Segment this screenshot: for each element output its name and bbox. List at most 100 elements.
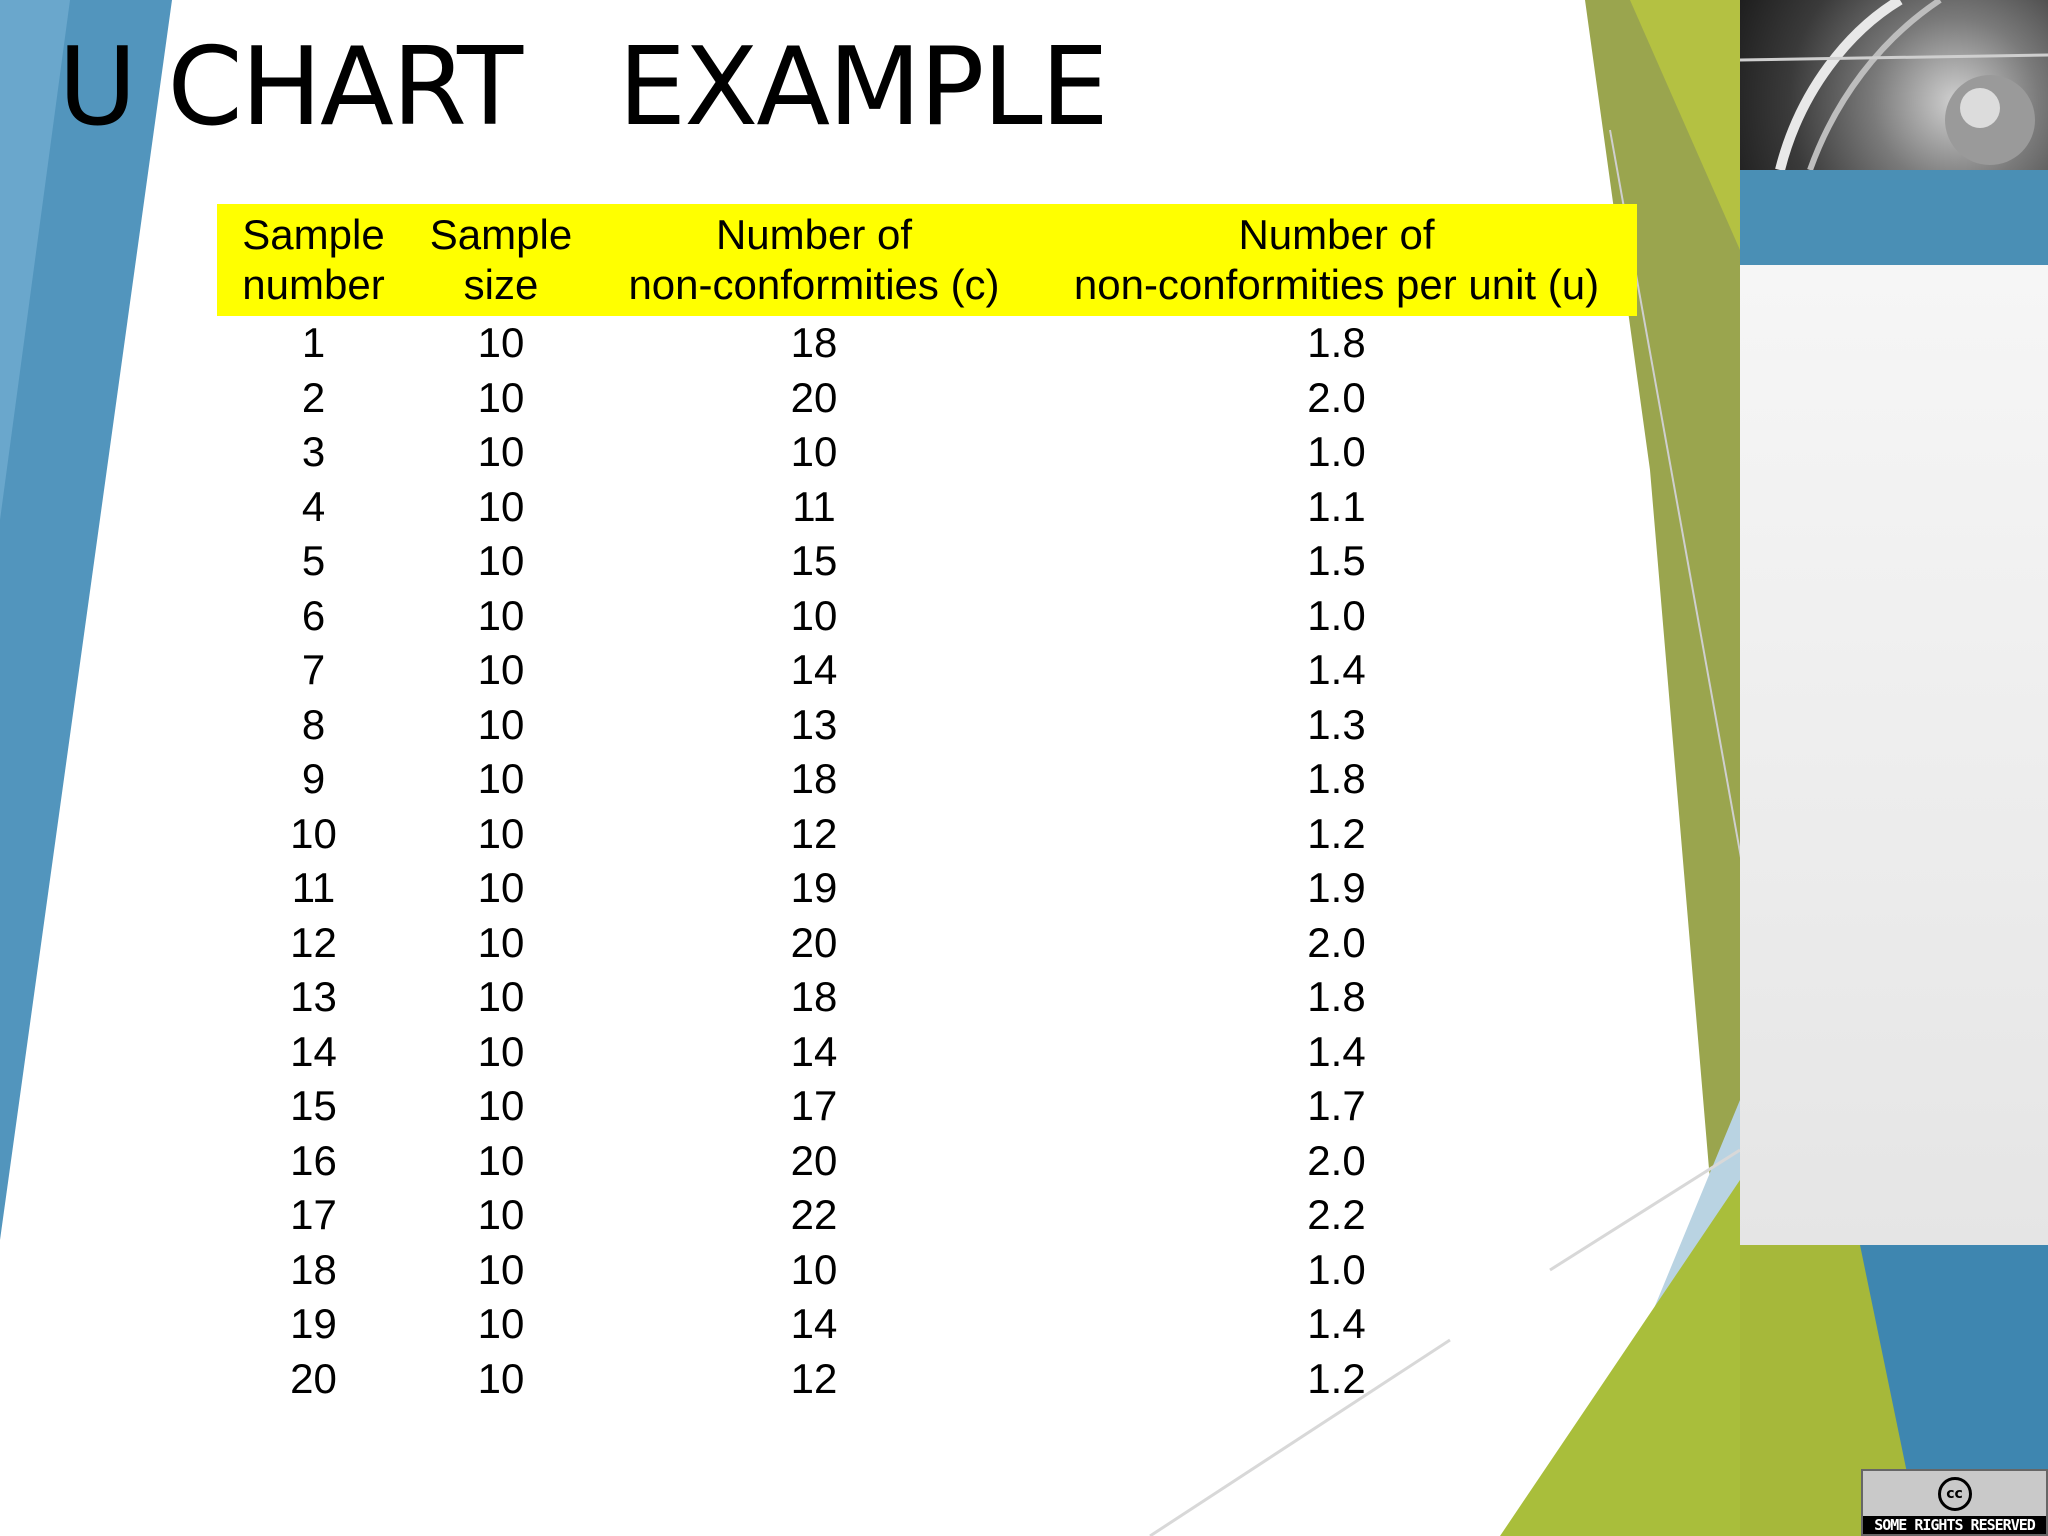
- table-row: 1 10 18 1.8: [217, 316, 1637, 371]
- table-cell: 10: [477, 1027, 525, 1075]
- header-nonconformities-per-unit: Number of non-conformities per unit (u): [1036, 204, 1637, 316]
- table-cell: 12: [790, 1354, 838, 1402]
- table-cell: 10: [477, 973, 525, 1020]
- table-cell: 1.7: [1307, 1082, 1366, 1129]
- diagonal-line: [1609, 129, 1746, 881]
- table-cell: 2.0: [1307, 373, 1366, 421]
- table-cell: 2: [301, 373, 326, 421]
- table-cell: 1.1: [1307, 482, 1366, 530]
- table-cell: 10: [477, 700, 525, 748]
- table-cell: 13: [790, 700, 838, 748]
- table-row: 17 10 22 2.2: [217, 1188, 1637, 1243]
- table-cell: 1.4: [1307, 1027, 1366, 1075]
- table-cell: 18: [290, 1245, 337, 1293]
- table-cell: 10: [477, 1136, 525, 1184]
- table-row: 4 10 11 1.1: [217, 480, 1637, 535]
- table-cell: 10: [477, 1191, 525, 1238]
- header-line: non-conformities per unit (u): [1073, 261, 1600, 308]
- table-row: 18 10 10 1.0: [217, 1243, 1637, 1298]
- left-blue-band: [0, 0, 172, 1240]
- table-cell: 12: [790, 809, 838, 857]
- table-row: 8 10 13 1.3: [217, 698, 1637, 753]
- table-cell: 20: [790, 918, 838, 966]
- table-cell: 10: [477, 1082, 525, 1129]
- table-cell: 8: [301, 700, 326, 748]
- table-cell: 1.8: [1307, 755, 1366, 802]
- table-cell: 14: [290, 1027, 337, 1075]
- table-cell: 20: [290, 1354, 337, 1402]
- table-cell: 10: [477, 809, 525, 857]
- table-cell: 10: [477, 918, 525, 966]
- header-photo: [1740, 0, 2048, 170]
- table-cell: 6: [301, 591, 326, 639]
- table-cell: 18: [790, 973, 838, 1020]
- table-cell: 10: [477, 537, 525, 584]
- table-cell: 18: [790, 755, 838, 802]
- table-row: 2 10 20 2.0: [217, 371, 1637, 426]
- table-cell: 9: [301, 755, 326, 802]
- table-cell: 10: [477, 1245, 525, 1293]
- table-row: 14 10 14 1.4: [217, 1025, 1637, 1080]
- diagonal-line: [1549, 1148, 1741, 1272]
- u-chart-data-table: Sample number Sample size Number of non-con…: [217, 204, 1637, 1406]
- table-row: 15 10 17 1.7: [217, 1079, 1637, 1134]
- table-cell: 1.8: [1307, 973, 1366, 1020]
- diagonal-line: [1149, 1338, 1451, 1536]
- right-green-facet: [1630, 0, 1740, 250]
- table-row: 16 10 20 2.0: [217, 1134, 1637, 1189]
- header-line: number: [242, 261, 385, 308]
- table-cell: 10: [477, 319, 525, 366]
- table-cell: 22: [790, 1191, 838, 1238]
- table-cell: 18: [790, 319, 838, 366]
- table-cell: 11: [291, 864, 336, 911]
- table-cell: 1.3: [1307, 700, 1366, 748]
- license-badge[interactable]: cc SOME RIGHTS RESERVED: [1861, 1469, 2048, 1536]
- table-cell: 2.0: [1307, 918, 1366, 966]
- table-cell: 10: [477, 1354, 525, 1402]
- table-cell: 12: [290, 918, 337, 966]
- table-row: 9 10 18 1.8: [217, 752, 1637, 807]
- table-cell: 10: [477, 482, 525, 530]
- table-cell: 7: [301, 646, 326, 693]
- table-body: 1 10 18 1.8 2 10 20 2.0 3 10 10 1.0 4 10 11 1.1 5 10 15 1.5…: [217, 316, 1637, 1406]
- table-row: 6 10 10 1.0: [217, 589, 1637, 644]
- header-line: Number of: [1238, 211, 1435, 258]
- table-cell: 10: [477, 373, 525, 421]
- table-cell: 10: [477, 1300, 525, 1347]
- table-cell: 17: [790, 1082, 838, 1129]
- table-cell: 1.2: [1307, 809, 1366, 857]
- table-cell: 1.9: [1307, 864, 1366, 911]
- header-sample-number: Sample number: [217, 204, 410, 316]
- header-line: Number of: [715, 211, 913, 258]
- table-cell: 13: [290, 973, 337, 1020]
- left-blue-band-light: [0, 0, 70, 520]
- table-cell: 15: [790, 537, 838, 584]
- table-cell: 1.0: [1307, 428, 1366, 475]
- table-cell: 10: [477, 428, 525, 475]
- table-cell: 1.2: [1307, 1354, 1366, 1402]
- table-header-row: Sample number Sample size Number of non-con…: [217, 204, 1637, 316]
- table-cell: 14: [790, 1300, 838, 1347]
- table-cell: 10: [790, 591, 838, 639]
- table-cell: 10: [477, 646, 525, 693]
- table-cell: 14: [790, 646, 838, 693]
- table-row: 10 10 12 1.2: [217, 807, 1637, 862]
- header-sample-size: Sample size: [410, 204, 592, 316]
- table-row: 20 10 12 1.2: [217, 1352, 1637, 1407]
- table-cell: 17: [290, 1191, 337, 1238]
- table-cell: 10: [290, 809, 337, 857]
- table-cell: 10: [477, 864, 525, 911]
- side-panel: [1740, 265, 2048, 1245]
- right-blue-strip: [1740, 170, 2048, 265]
- table-cell: 1.0: [1307, 1245, 1366, 1293]
- table-row: 5 10 15 1.5: [217, 534, 1637, 589]
- table-row: 13 10 18 1.8: [217, 970, 1637, 1025]
- header-line: non-conformities (c): [628, 261, 1000, 308]
- table-cell: 20: [790, 1136, 838, 1184]
- table-row: 7 10 14 1.4: [217, 643, 1637, 698]
- right-olive-facet: [1585, 0, 1740, 1536]
- table-cell: 10: [790, 1245, 838, 1293]
- table-cell: 14: [790, 1027, 838, 1075]
- page-title: U CHART EXAMPLE: [58, 25, 1109, 150]
